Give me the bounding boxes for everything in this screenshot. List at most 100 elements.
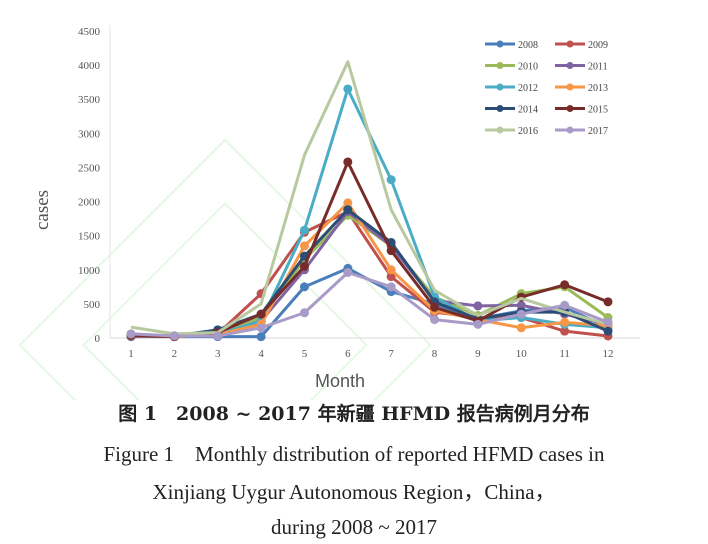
x-axis-label: Month [315, 371, 365, 391]
series-line [130, 213, 609, 338]
legend-marker [496, 105, 504, 112]
caption-english-line2: Xinjiang Uygur Autonomous Region，China， [152, 480, 556, 504]
legend-marker [496, 62, 504, 69]
legend-marker [566, 83, 574, 91]
legend-label: 2008 [518, 40, 538, 51]
data-point [343, 205, 353, 215]
caption-english-line1: Figure 1 Monthly distribution of reporte… [103, 442, 605, 466]
y-tick-label: 500 [84, 299, 101, 311]
data-point [343, 157, 353, 167]
data-point [299, 225, 309, 235]
data-point [560, 326, 570, 336]
series-2016 [130, 60, 609, 336]
x-tick-label: 1 [128, 348, 134, 360]
legend-label: 2011 [588, 62, 608, 73]
data-point [560, 317, 570, 327]
x-tick-label: 3 [215, 348, 221, 360]
y-tick-label: 4000 [78, 60, 101, 72]
series-2008 [126, 263, 613, 342]
x-tick-label: 2 [172, 348, 178, 360]
data-point [386, 265, 396, 275]
y-tick-label: 2000 [78, 197, 101, 209]
data-point [299, 308, 309, 318]
caption-chinese: 图 1 2008 ~ 2017 年新疆 HFMD 报告病例月分布 [118, 403, 590, 425]
legend-label: 2017 [588, 126, 608, 137]
y-axis-label: cases [32, 190, 53, 230]
x-tick-label: 5 [302, 348, 308, 360]
legend-item-2017: 2017 [555, 126, 608, 137]
y-tick-label: 0 [95, 333, 101, 345]
data-point [343, 198, 353, 208]
legend-label: 2013 [588, 83, 608, 94]
data-point [169, 331, 179, 341]
data-point [386, 246, 396, 256]
legend-item-2012: 2012 [485, 83, 538, 94]
data-point [126, 329, 136, 339]
series-line [130, 210, 609, 338]
data-point [256, 332, 266, 342]
legend-item-2011: 2011 [555, 62, 608, 73]
legend-item-2016: 2016 [485, 126, 538, 137]
data-point [430, 302, 440, 312]
data-point [343, 84, 353, 94]
legend-marker [566, 62, 574, 69]
y-tick-label: 1000 [78, 265, 101, 277]
data-point [343, 268, 353, 278]
legend-marker [566, 40, 574, 48]
x-tick-label: 7 [388, 348, 394, 360]
y-tick-label: 1500 [78, 231, 101, 243]
x-tick-label: 11 [559, 348, 570, 360]
data-point [299, 282, 309, 292]
data-point [256, 309, 266, 319]
data-point [256, 323, 266, 333]
series-2012 [126, 84, 613, 341]
data-point [386, 272, 396, 282]
series-2015 [126, 157, 613, 342]
x-tick-label: 10 [516, 348, 528, 360]
legend-marker [496, 83, 504, 91]
data-point [603, 326, 613, 336]
legend-marker [496, 40, 504, 48]
data-point [386, 175, 396, 185]
caption-english-line3: during 2008 ~ 2017 [271, 515, 437, 539]
legend-marker [496, 126, 504, 134]
legend-label: 2009 [588, 40, 608, 51]
data-point [516, 300, 526, 310]
x-tick-label: 6 [345, 348, 351, 360]
data-point [560, 300, 570, 310]
series-line [130, 271, 609, 338]
series-line [130, 201, 609, 339]
x-tick-label: 12 [603, 348, 614, 360]
legend-item-2015: 2015 [555, 105, 608, 116]
x-tick-label: 4 [258, 348, 264, 360]
data-point [603, 297, 613, 307]
legend-item-2010: 2010 [485, 62, 538, 73]
data-point [560, 280, 570, 290]
data-point [213, 331, 223, 341]
legend-label: 2014 [518, 105, 538, 116]
series-line [130, 60, 609, 336]
data-point [299, 241, 309, 251]
legend-label: 2012 [518, 83, 538, 94]
y-tick-label: 2500 [78, 162, 101, 174]
data-point [299, 261, 309, 271]
legend-label: 2016 [518, 126, 538, 137]
legend-item-2013: 2013 [555, 83, 608, 94]
legend-item-2008: 2008 [485, 40, 538, 51]
x-tick-label: 8 [432, 348, 438, 360]
data-point [430, 315, 440, 325]
legend-item-2014: 2014 [485, 105, 538, 116]
x-tick-label: 9 [475, 348, 481, 360]
data-point [516, 309, 526, 319]
series-2017 [126, 268, 613, 341]
y-tick-label: 3000 [78, 128, 101, 140]
data-point [473, 319, 483, 329]
legend-marker [566, 105, 574, 112]
data-point [473, 301, 483, 311]
legend-label: 2015 [588, 105, 608, 116]
legend-item-2009: 2009 [555, 40, 608, 51]
data-point [516, 323, 526, 333]
legend-marker [566, 126, 574, 134]
legend-label: 2010 [518, 62, 538, 73]
